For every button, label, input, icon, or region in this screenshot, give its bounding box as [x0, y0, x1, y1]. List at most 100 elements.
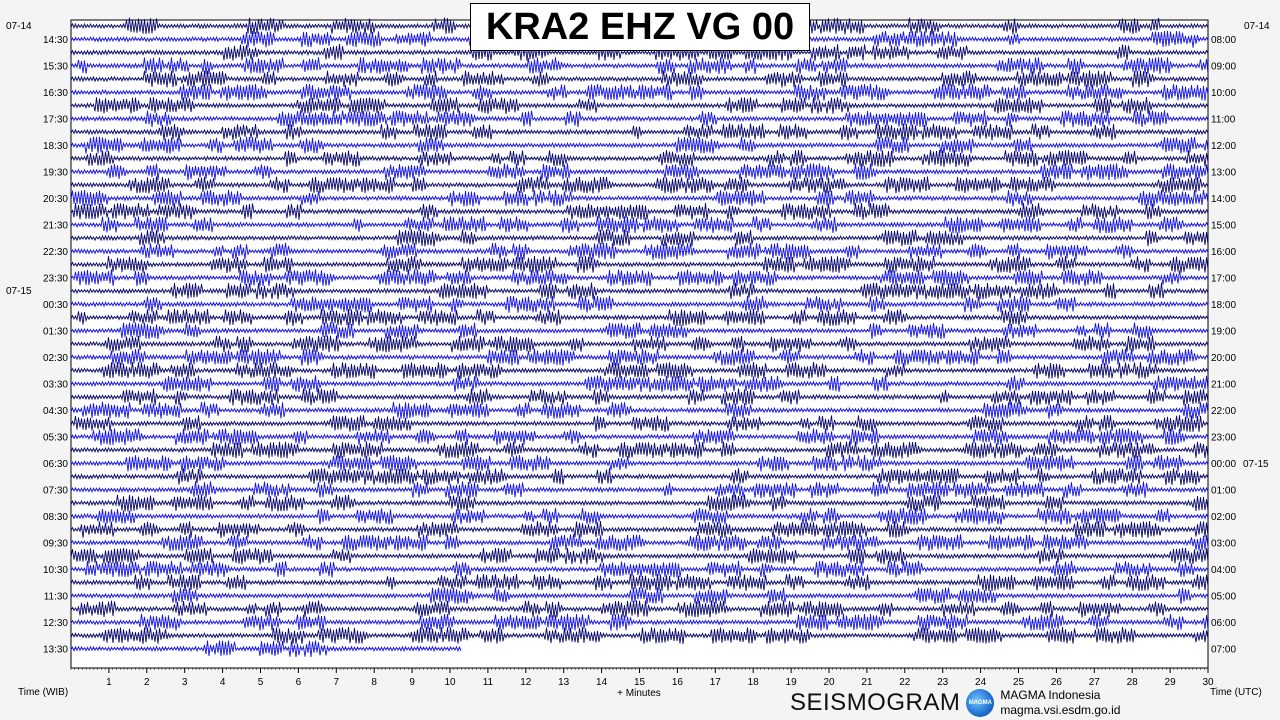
- x-tick-label: 12: [520, 677, 532, 688]
- trace-27: [70, 362, 1209, 379]
- trace-5: [70, 70, 1209, 88]
- x-tick-label: 26: [1051, 677, 1063, 688]
- right-time-label: 06:00: [1211, 618, 1236, 629]
- x-tick-label: 22: [899, 677, 911, 688]
- trace-3: [70, 44, 1209, 62]
- right-axis-title: Time (UTC): [1210, 687, 1262, 698]
- trace-48: [70, 640, 462, 658]
- trace-4: [70, 57, 1209, 75]
- trace-11: [70, 150, 1209, 168]
- trace-36: [70, 481, 1209, 499]
- x-tick-label: 8: [371, 677, 377, 688]
- right-time-label: 03:00: [1211, 538, 1236, 549]
- trace-28: [70, 375, 1209, 393]
- trace-23: [70, 308, 1209, 327]
- brand-org: MAGMA Indonesia: [1000, 688, 1101, 702]
- trace-24: [70, 322, 1209, 340]
- right-time-label: 18:00: [1211, 300, 1236, 311]
- trace-17: [70, 229, 1209, 247]
- trace-22: [70, 295, 1209, 313]
- left-axis-ticks: 14:30 15:30 16:30 17:30 18:30 19:30 20:30 21:30…: [43, 35, 68, 656]
- x-tick-label: 7: [334, 677, 340, 688]
- right-axis-ticks: 08:00 09:00 10:00 11:00 12:00 13:00 14:00 15:00…: [1211, 35, 1236, 656]
- right-time-label: 05:00: [1211, 591, 1236, 602]
- left-time-label: 04:30: [43, 406, 68, 417]
- trace-10: [70, 136, 1209, 154]
- x-tick-label: 13: [558, 677, 570, 688]
- trace-33: [70, 441, 1209, 459]
- left-time-label: 03:30: [43, 379, 68, 390]
- x-tick-label: 18: [748, 677, 760, 688]
- right-time-label: 13:00: [1211, 167, 1236, 178]
- left-time-label: 20:30: [43, 194, 68, 205]
- left-time-label: 07:30: [43, 485, 68, 496]
- trace-15: [70, 202, 1209, 221]
- right-date-label-start: 07-14: [1244, 21, 1270, 32]
- left-time-label: 13:30: [43, 644, 68, 655]
- right-time-label: 00:00: [1211, 459, 1236, 470]
- x-tick-label: 16: [672, 677, 684, 688]
- x-axis-ticks: 1 2 3 4 5 6 7 8 9 10 11 12 13 14 15 16 17 18 19 20 21 22 23 24 2…: [70, 668, 1214, 688]
- right-time-label: 09:00: [1211, 61, 1236, 72]
- trace-34: [70, 454, 1209, 472]
- left-time-label: 05:30: [43, 432, 68, 443]
- trace-18: [70, 242, 1209, 260]
- trace-37: [70, 494, 1209, 512]
- x-tick-label: 17: [710, 677, 722, 688]
- trace-20: [70, 269, 1209, 287]
- trace-46: [70, 613, 1209, 631]
- brand-word: SEISMOGRAM: [790, 689, 961, 716]
- branding: SEISMOGRAM MAGMA MAGMA Indonesia magma.v…: [790, 686, 1120, 720]
- left-time-label: 09:30: [43, 538, 68, 549]
- left-time-label: 11:30: [44, 591, 69, 602]
- right-time-label: 12:00: [1211, 141, 1236, 152]
- left-time-label: 10:30: [43, 565, 68, 576]
- right-time-label: 11:00: [1211, 114, 1236, 125]
- left-time-label: 00:30: [43, 300, 68, 311]
- left-time-label: 15:30: [43, 61, 68, 72]
- right-time-label: 16:00: [1211, 247, 1236, 258]
- trace-32: [70, 428, 1209, 446]
- x-tick-label: 20: [823, 677, 835, 688]
- right-time-label: 19:00: [1211, 326, 1236, 337]
- x-tick-label: 21: [861, 677, 873, 688]
- logo-text: MAGMA: [968, 700, 993, 706]
- left-time-label: 02:30: [43, 353, 68, 364]
- trace-43: [70, 573, 1209, 592]
- left-time-label: 16:30: [43, 88, 68, 99]
- brand-url: magma.vsi.esdm.go.id: [1000, 703, 1121, 717]
- right-time-label: 14:00: [1211, 194, 1236, 205]
- trace-41: [70, 547, 1209, 565]
- right-time-label: 15:00: [1211, 220, 1236, 231]
- trace-45: [70, 600, 1209, 618]
- left-time-label: 18:30: [43, 141, 68, 152]
- left-time-label: 23:30: [43, 273, 68, 284]
- x-tick-label: 30: [1202, 677, 1214, 688]
- trace-44: [70, 587, 1209, 605]
- left-time-label: 06:30: [43, 459, 68, 470]
- x-tick-label: 5: [258, 677, 264, 688]
- left-time-label: 19:30: [43, 167, 68, 178]
- x-axis-label: + Minutes: [617, 688, 661, 699]
- x-tick-label: 1: [106, 677, 112, 688]
- trace-21: [70, 282, 1209, 300]
- right-time-label: 17:00: [1211, 273, 1236, 284]
- x-tick-label: 14: [596, 677, 608, 688]
- x-tick-label: 3: [182, 677, 188, 688]
- trace-14: [70, 189, 1209, 207]
- left-axis-title: Time (WIB): [18, 687, 68, 698]
- x-tick-label: 24: [975, 677, 987, 688]
- trace-42: [70, 560, 1209, 578]
- right-time-label: 07:00: [1211, 644, 1236, 655]
- trace-26: [70, 348, 1209, 366]
- right-time-label: 23:00: [1211, 432, 1236, 443]
- right-time-label: 04:00: [1211, 565, 1236, 576]
- trace-19: [70, 255, 1209, 274]
- right-time-label: 21:00: [1211, 379, 1236, 390]
- left-date-label-next: 07-15: [6, 286, 32, 297]
- trace-35: [70, 467, 1209, 486]
- x-tick-label: 11: [483, 677, 494, 688]
- left-time-label: 08:30: [43, 512, 68, 523]
- station-title: KRA2 EHZ VG 00: [470, 3, 810, 51]
